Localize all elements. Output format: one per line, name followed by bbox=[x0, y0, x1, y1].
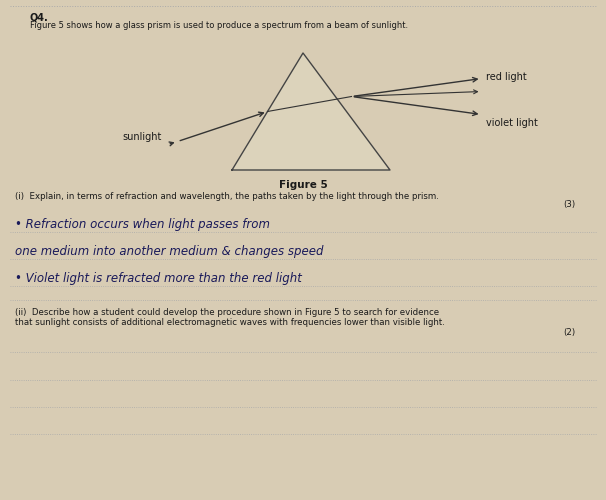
Text: red light: red light bbox=[487, 72, 527, 82]
Text: (3): (3) bbox=[563, 200, 575, 209]
Text: sunlight: sunlight bbox=[122, 132, 162, 141]
Text: Q4.: Q4. bbox=[30, 12, 48, 22]
Text: violet light: violet light bbox=[487, 118, 538, 128]
Text: • Refraction occurs when light passes from: • Refraction occurs when light passes fr… bbox=[15, 218, 270, 231]
Polygon shape bbox=[232, 53, 390, 170]
Text: one medium into another medium & changes speed: one medium into another medium & changes… bbox=[15, 245, 324, 258]
Text: • Violet light is refracted more than the red light: • Violet light is refracted more than th… bbox=[15, 272, 302, 285]
Text: (2): (2) bbox=[563, 328, 575, 337]
Text: Figure 5: Figure 5 bbox=[279, 180, 327, 190]
Text: Figure 5 shows how a glass prism is used to produce a spectrum from a beam of su: Figure 5 shows how a glass prism is used… bbox=[30, 21, 408, 30]
Text: (ii)  Describe how a student could develop the procedure shown in Figure 5 to se: (ii) Describe how a student could develo… bbox=[15, 308, 445, 328]
Text: (i)  Explain, in terms of refraction and wavelength, the paths taken by the ligh: (i) Explain, in terms of refraction and … bbox=[15, 192, 439, 201]
